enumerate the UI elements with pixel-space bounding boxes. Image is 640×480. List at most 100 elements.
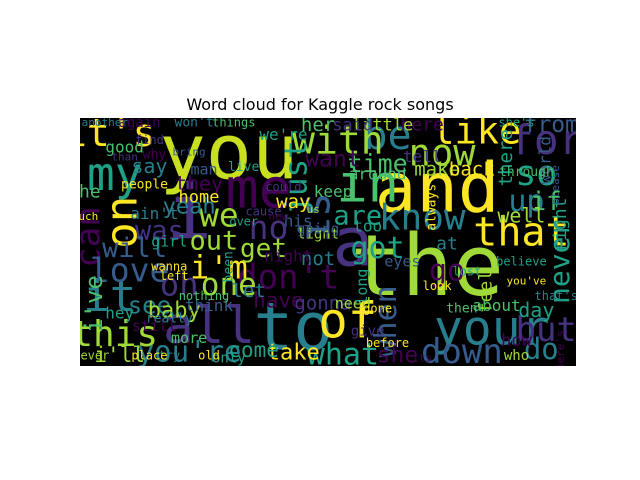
cloud-word: see bbox=[128, 292, 171, 320]
cloud-word: more bbox=[171, 329, 207, 347]
cloud-word: that's bbox=[535, 289, 578, 303]
cloud-word: look bbox=[423, 279, 453, 293]
cloud-word: believe bbox=[496, 254, 547, 268]
cloud-word: a bbox=[332, 204, 373, 283]
cloud-word: try bbox=[158, 349, 180, 363]
cloud-word: he bbox=[79, 181, 101, 202]
cloud-word: your bbox=[434, 300, 550, 356]
cloud-word: will bbox=[102, 233, 167, 264]
cloud-word: like bbox=[432, 109, 521, 152]
cloud-word: so bbox=[515, 154, 557, 194]
cloud-word: she's bbox=[498, 116, 534, 130]
cloud-word: up bbox=[508, 184, 544, 219]
cloud-word: keep bbox=[314, 182, 353, 201]
cloud-word: make bbox=[414, 159, 460, 181]
cloud-word: hey bbox=[105, 303, 134, 322]
cloud-word: oh bbox=[160, 266, 199, 304]
cloud-word: wanna bbox=[151, 259, 187, 273]
cloud-word: only bbox=[212, 351, 246, 367]
cloud-word: ever bbox=[80, 349, 109, 363]
cloud-word: let bbox=[231, 280, 265, 302]
cloud-word: bring bbox=[173, 146, 206, 159]
cloud-word: about bbox=[473, 296, 521, 315]
cloud-word: say bbox=[131, 154, 167, 178]
cloud-word: on bbox=[97, 196, 148, 249]
cloud-word: me bbox=[225, 157, 291, 221]
cloud-word: then bbox=[446, 302, 477, 317]
cloud-word: new bbox=[268, 210, 288, 223]
cloud-word: not bbox=[301, 248, 335, 270]
cloud-word: cause bbox=[245, 205, 281, 219]
cloud-word: what bbox=[307, 338, 379, 373]
cloud-word: back bbox=[449, 159, 495, 181]
cloud-word: home bbox=[179, 187, 220, 207]
cloud-word: that bbox=[473, 210, 569, 256]
cloud-word: night bbox=[264, 246, 312, 265]
cloud-word: we're bbox=[259, 125, 307, 144]
cloud-word: in bbox=[336, 154, 399, 214]
cloud-word: i've bbox=[80, 275, 108, 333]
cloud-word: love bbox=[90, 250, 169, 289]
cloud-word: they bbox=[175, 172, 223, 196]
cloud-word: i'll bbox=[94, 343, 145, 367]
cloud-word: at bbox=[436, 234, 458, 255]
cloud-word: said bbox=[332, 115, 373, 135]
cloud-word: another bbox=[82, 116, 129, 129]
cloud-word: with bbox=[292, 118, 384, 162]
chart-title: Word cloud for Kaggle rock songs bbox=[186, 95, 453, 114]
cloud-word: of bbox=[318, 292, 377, 349]
cloud-word: baby bbox=[148, 298, 201, 323]
cloud-word: again bbox=[118, 115, 160, 131]
cloud-word: there's bbox=[554, 330, 567, 376]
cloud-word: it's bbox=[64, 111, 156, 155]
cloud-word: if bbox=[531, 187, 562, 217]
cloud-word: place bbox=[131, 349, 167, 363]
cloud-word: now bbox=[409, 132, 477, 175]
cloud-word: one bbox=[201, 267, 257, 303]
cloud-word: know bbox=[379, 198, 466, 239]
cloud-word: her bbox=[301, 114, 335, 136]
cloud-word: be bbox=[363, 113, 411, 159]
cloud-word: people bbox=[121, 178, 168, 193]
cloud-word: world bbox=[536, 136, 555, 184]
cloud-word: have bbox=[253, 289, 304, 313]
cloud-word: than bbox=[111, 151, 138, 164]
cloud-word: right bbox=[550, 198, 571, 252]
cloud-word: his bbox=[284, 212, 313, 231]
cloud-word: through bbox=[499, 165, 554, 180]
cloud-word: and bbox=[375, 148, 500, 228]
cloud-word: could bbox=[265, 180, 301, 194]
cloud-word: lost bbox=[452, 264, 481, 278]
cloud-word: think bbox=[185, 296, 234, 315]
cloud-word: always bbox=[425, 184, 440, 231]
cloud-background bbox=[80, 118, 576, 366]
cloud-word: never bbox=[543, 220, 576, 304]
cloud-word: man bbox=[190, 161, 217, 179]
cloud-word: do bbox=[524, 332, 559, 366]
cloud-word: things bbox=[212, 116, 255, 130]
cloud-word: for bbox=[509, 116, 583, 164]
cloud-word: its bbox=[412, 352, 432, 365]
cloud-word: want bbox=[305, 147, 360, 173]
cloud-word: all bbox=[163, 297, 255, 356]
cloud-word: go bbox=[429, 253, 465, 288]
cloud-word: time bbox=[347, 149, 407, 178]
cloud-word: been bbox=[221, 251, 236, 282]
cloud-word: is bbox=[291, 192, 340, 243]
cloud-word: find bbox=[135, 133, 164, 147]
cloud-word: how bbox=[501, 331, 532, 351]
cloud-word: it bbox=[83, 271, 136, 322]
cloud-word: good bbox=[105, 137, 144, 156]
cloud-word: are bbox=[333, 201, 382, 232]
cloud-word: over bbox=[229, 215, 258, 229]
cloud-word: way bbox=[276, 191, 310, 213]
cloud-word: but bbox=[515, 310, 576, 350]
cloud-word: my bbox=[87, 147, 142, 201]
cloud-word: don't bbox=[237, 258, 339, 298]
cloud-word: was bbox=[135, 216, 184, 247]
cloud-word: gonna bbox=[294, 293, 351, 315]
cloud-word: light bbox=[297, 227, 339, 243]
cloud-word: before bbox=[366, 336, 409, 350]
cloud-word: she bbox=[377, 343, 419, 369]
